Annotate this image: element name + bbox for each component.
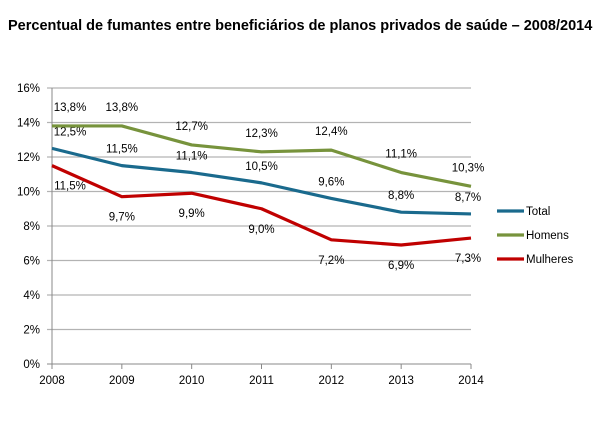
x-tick-label: 2012: [319, 375, 345, 387]
x-tick-label: 2010: [179, 375, 205, 387]
data-label: 7,2%: [318, 255, 344, 267]
data-label: 11,5%: [106, 144, 138, 156]
data-label: 9,0%: [248, 224, 274, 236]
y-tick-label: 6%: [23, 256, 40, 268]
legend-label: Homens: [526, 230, 569, 242]
y-tick-label: 2%: [23, 325, 40, 337]
x-tick-label: 2008: [39, 375, 65, 387]
y-tick-label: 14%: [17, 118, 40, 130]
series-line-homens: [52, 124, 472, 188]
data-label: 9,9%: [179, 208, 205, 220]
data-label: 13,8%: [54, 102, 87, 114]
data-label: 10,3%: [452, 162, 485, 174]
x-tick-label: 2013: [388, 375, 414, 387]
data-label: 8,8%: [388, 190, 414, 202]
data-label: 9,7%: [109, 212, 135, 224]
chart-title: Percentual de fumantes entre beneficiári…: [8, 18, 593, 34]
y-tick-label: 12%: [17, 152, 40, 164]
x-tick-label: 2011: [249, 375, 274, 387]
data-label: 11,1%: [385, 149, 417, 161]
data-label: 13,8%: [106, 102, 139, 114]
y-tick-label: 4%: [23, 290, 40, 302]
data-label: 9,6%: [318, 176, 344, 188]
data-label: 7,3%: [455, 253, 481, 265]
series-line-mulheres: [51, 164, 472, 247]
data-label: 12,5%: [54, 126, 87, 138]
y-tick-label: 16%: [17, 83, 40, 95]
y-tick-label: 0%: [23, 359, 40, 371]
legend-label: Mulheres: [526, 254, 574, 266]
legend-label: Total: [526, 206, 550, 218]
x-tick-label: 2014: [458, 375, 484, 387]
y-tick-label: 8%: [23, 221, 40, 233]
y-tick-label: 10%: [17, 187, 40, 199]
data-label: 12,4%: [315, 126, 348, 138]
data-label: 12,7%: [175, 121, 208, 133]
data-label: 6,9%: [388, 260, 414, 272]
data-label: 11,5%: [54, 181, 86, 193]
data-label: 12,3%: [245, 128, 278, 140]
x-tick-label: 2009: [109, 375, 135, 387]
series-line-total: [51, 146, 472, 216]
data-label: 11,1%: [176, 151, 208, 163]
data-label: 8,7%: [455, 192, 481, 204]
data-label: 10,5%: [245, 161, 278, 173]
